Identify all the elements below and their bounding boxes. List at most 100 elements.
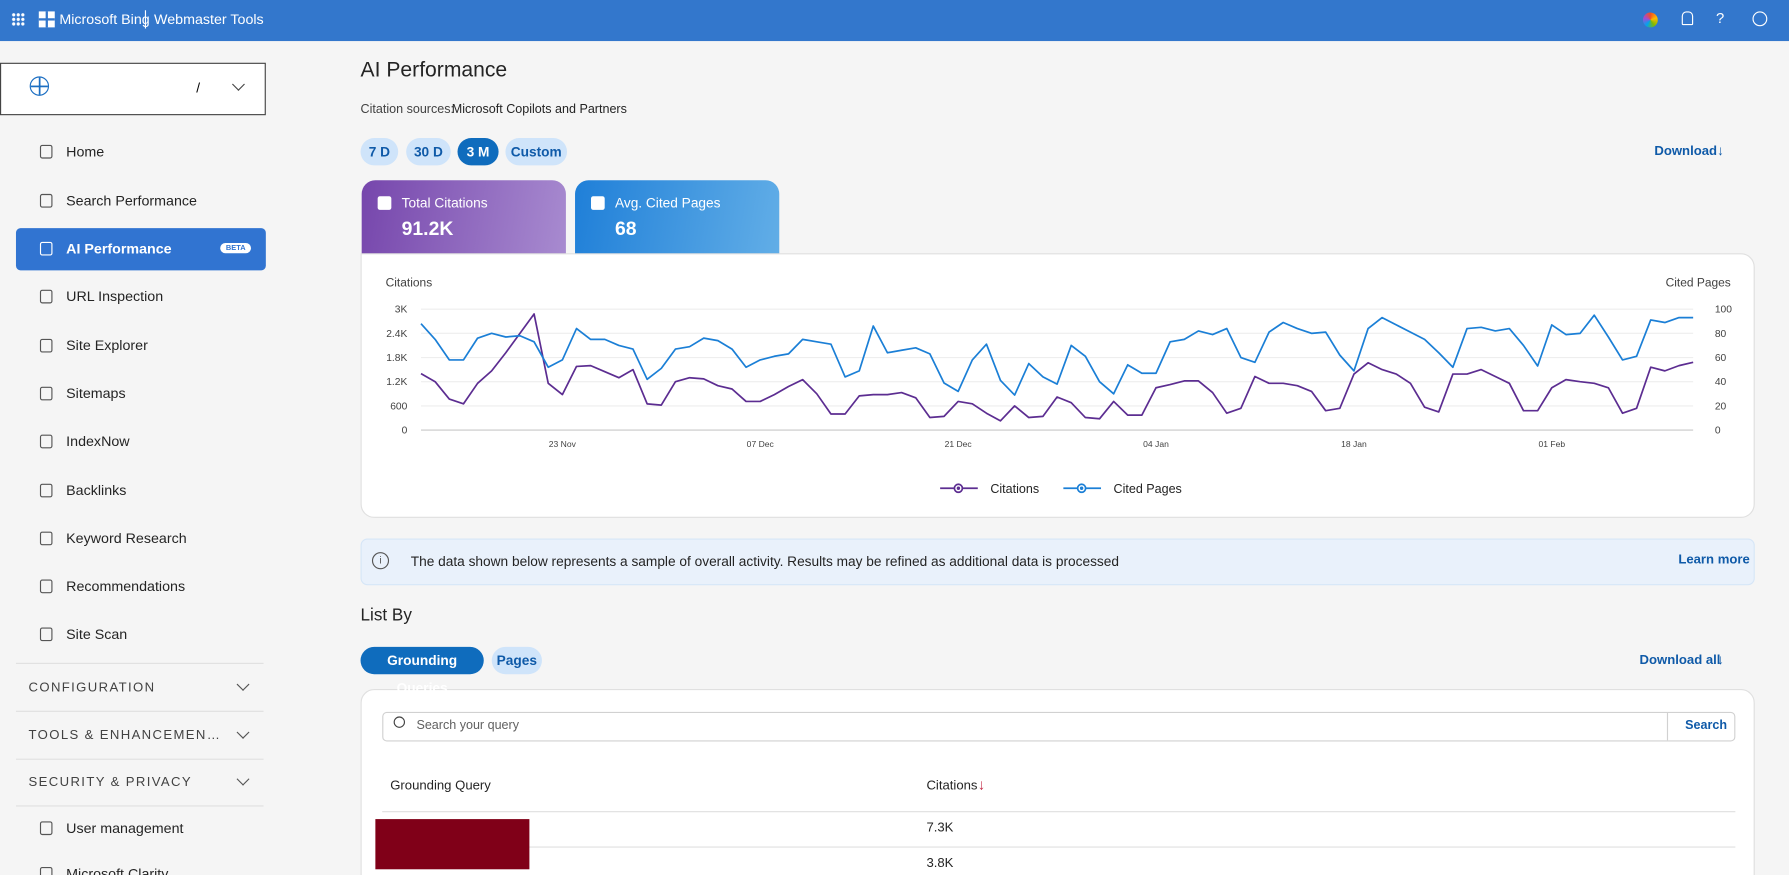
x-tick-label: 18 Jan [1341, 439, 1367, 449]
citation-sources: Microsoft Copilots and Partners [451, 102, 627, 117]
nav-item[interactable]: Search Performance [16, 180, 266, 222]
y-tick-label: 600 [390, 401, 407, 412]
list-by: List By [360, 605, 412, 626]
nav-item[interactable]: AI Performance BETA [15, 228, 266, 271]
x-tick-label: 21 Dec [945, 439, 973, 449]
citation-label: Citation sources: [360, 102, 455, 117]
feedback-icon[interactable] [1752, 11, 1768, 27]
sort-icon: ↓ [977, 775, 986, 793]
nav-label: URL Inspection [66, 288, 164, 305]
nav-icon [39, 241, 53, 256]
nav-icon [39, 338, 53, 353]
search-box[interactable] [382, 711, 1736, 742]
column-header[interactable]: Citations [926, 779, 978, 793]
nav-label: IndexNow [66, 433, 130, 450]
nav-label: Keyword Research [66, 530, 187, 547]
citations-cell: 3.8K [926, 856, 954, 871]
y-tick-label: 0 [402, 426, 408, 437]
range-button[interactable]: Custom [505, 138, 568, 166]
search-icon [393, 716, 406, 728]
nav-icon [39, 289, 53, 304]
search-placeholder: Search your query [416, 718, 520, 733]
card-value: 68 [614, 217, 637, 240]
citations-card[interactable] [361, 180, 566, 261]
notice-bar [360, 538, 1755, 586]
range-button[interactable]: 7 D [360, 138, 399, 166]
redacted [375, 819, 530, 870]
nav-label: Backlinks [66, 482, 127, 499]
chevron [236, 725, 250, 739]
x-tick-label: 04 Jan [1143, 439, 1169, 449]
nav-icon [39, 434, 53, 449]
checkbox[interactable] [377, 196, 392, 210]
nav-icon [39, 627, 53, 642]
nav-label: Microsoft Clarity [66, 865, 169, 875]
divider [144, 10, 147, 29]
nav-icon [39, 386, 53, 401]
y-tick-label: 2.4K [386, 329, 407, 340]
range-button[interactable]: 3 M [457, 138, 499, 166]
chart-card [360, 253, 1755, 518]
row-line [382, 846, 1736, 848]
nav-item[interactable]: Backlinks [16, 470, 266, 512]
separator [15, 758, 264, 760]
tab[interactable]: Pages [491, 646, 542, 675]
y-tick-label: 1.2K [386, 377, 407, 388]
nav-icon [39, 821, 53, 836]
bell-icon[interactable] [1681, 11, 1694, 26]
nav-item[interactable]: Sitemaps [16, 373, 266, 415]
learn-more[interactable]: Learn more [1678, 553, 1750, 567]
nav-label: Recommendations [66, 578, 186, 595]
section-header[interactable]: CONFIGURATION [28, 681, 156, 695]
section-header[interactable]: SECURITY & PRIVACY [28, 775, 192, 790]
divider [1666, 713, 1669, 741]
tab[interactable]: Grounding Queries [360, 646, 484, 696]
top-bar [0, 0, 1789, 42]
chevron [236, 678, 250, 691]
nav-icon [39, 579, 53, 594]
nav-item[interactable]: IndexNow [16, 421, 266, 463]
legend-marker [956, 486, 961, 490]
download-all[interactable]: Download all [1639, 653, 1721, 668]
copilot-icon[interactable] [1642, 12, 1658, 28]
info-icon: i [371, 552, 390, 570]
download[interactable]: Download [1654, 144, 1718, 159]
checkbox[interactable] [591, 196, 605, 210]
nav-label: User management [66, 820, 184, 837]
y2-tick-label: 40 [1715, 377, 1727, 388]
beta-badge: BETA [220, 242, 252, 254]
chart: Citations Cited Pages 0 600 1.2K 1.8K 2.4K 3K 0 2… [386, 275, 1733, 496]
series-line [420, 313, 1694, 422]
section-header[interactable]: TOOLS & ENHANCEMEN… [28, 728, 222, 743]
brand: Microsoft Bing [59, 11, 150, 28]
card-label: Total Citations [401, 195, 488, 212]
nav-icon [39, 483, 53, 498]
x-tick-label: 01 Feb [1538, 439, 1565, 449]
logo [38, 11, 55, 28]
nav-item[interactable]: Microsoft Clarity [16, 853, 266, 875]
y2-tick-label: 60 [1715, 353, 1727, 364]
y-tick-label: 3K [395, 305, 408, 316]
nav-item[interactable]: User management [16, 808, 266, 850]
search-button[interactable]: Search [1685, 718, 1728, 733]
y2-tick-label: 100 [1715, 305, 1732, 316]
range-button[interactable]: 30 D [406, 138, 451, 166]
card-value: 91.2K [401, 217, 454, 240]
pages-card[interactable] [575, 180, 780, 261]
site-name: / [196, 79, 201, 96]
nav-item[interactable]: Home [16, 131, 266, 173]
nav-item[interactable]: Site Scan [16, 614, 266, 656]
notice-text: The data shown below represents a sample… [410, 553, 1120, 570]
nav-label: Site Explorer [66, 337, 148, 354]
help-icon[interactable]: ? [1715, 9, 1725, 27]
nav-item[interactable]: URL Inspection [16, 276, 266, 318]
nav-icon [39, 144, 53, 159]
x-tick-label: 07 Dec [747, 439, 775, 449]
nav-item[interactable]: Site Explorer [16, 325, 266, 367]
nav-item[interactable]: Recommendations [16, 566, 266, 608]
nav-item[interactable]: Keyword Research [16, 518, 266, 560]
apps-icon[interactable] [11, 12, 26, 27]
nav-label: AI Performance [66, 240, 172, 257]
legend-label: Cited Pages [1114, 482, 1182, 496]
nav-label: Sitemaps [66, 385, 126, 402]
